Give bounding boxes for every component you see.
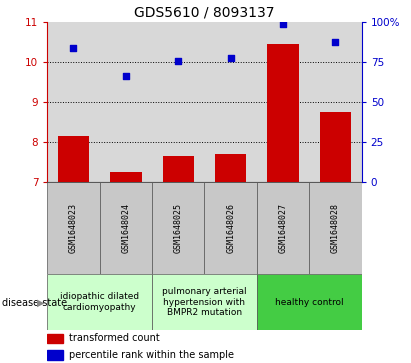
Text: healthy control: healthy control	[275, 298, 344, 307]
Bar	[320, 112, 351, 182]
Bar	[268, 44, 299, 182]
Bar	[152, 182, 205, 274]
Point	[332, 39, 339, 45]
Text: pulmonary arterial
hypertension with
BMPR2 mutation: pulmonary arterial hypertension with BMP…	[162, 287, 247, 317]
Text: GSM1648025: GSM1648025	[174, 203, 183, 253]
Bar	[58, 135, 89, 182]
Bar	[47, 334, 63, 343]
Point	[122, 73, 129, 78]
Bar	[47, 182, 100, 274]
Bar	[215, 154, 247, 182]
Text: idiopathic dilated
cardiomyopathy: idiopathic dilated cardiomyopathy	[60, 293, 139, 312]
Bar	[110, 172, 141, 182]
Point	[280, 21, 286, 27]
Bar	[257, 274, 362, 330]
Bar	[47, 350, 63, 360]
Bar	[309, 182, 362, 274]
Text: percentile rank within the sample: percentile rank within the sample	[69, 350, 234, 360]
Text: GSM1648027: GSM1648027	[279, 203, 288, 253]
Bar	[152, 274, 257, 330]
Point	[175, 58, 182, 64]
Bar	[100, 182, 152, 274]
Text: transformed count: transformed count	[69, 334, 160, 343]
Bar	[205, 182, 257, 274]
Bar	[163, 155, 194, 182]
Text: disease state: disease state	[2, 298, 67, 308]
Point	[227, 55, 234, 61]
Title: GDS5610 / 8093137: GDS5610 / 8093137	[134, 5, 275, 19]
Bar	[257, 182, 309, 274]
Text: ▶: ▶	[37, 298, 44, 308]
Text: GSM1648026: GSM1648026	[226, 203, 235, 253]
Bar	[47, 274, 152, 330]
Text: GSM1648023: GSM1648023	[69, 203, 78, 253]
Point	[70, 45, 77, 51]
Text: GSM1648028: GSM1648028	[331, 203, 340, 253]
Text: GSM1648024: GSM1648024	[121, 203, 130, 253]
